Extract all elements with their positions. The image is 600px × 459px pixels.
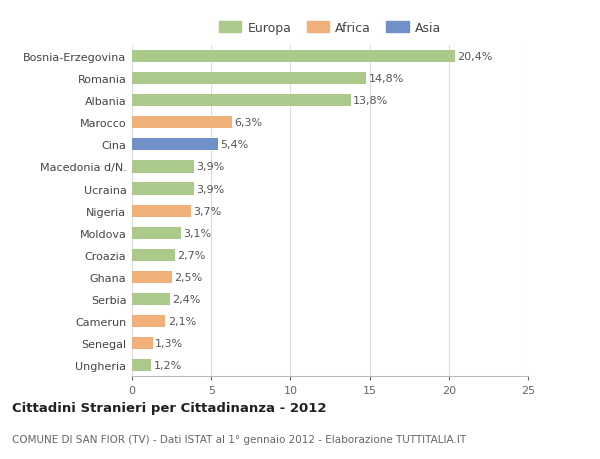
Bar: [132, 139, 218, 151]
Text: 2,7%: 2,7%: [177, 250, 206, 260]
Text: 13,8%: 13,8%: [353, 96, 388, 106]
Text: 3,9%: 3,9%: [196, 162, 224, 172]
Text: 3,9%: 3,9%: [196, 184, 224, 194]
Text: 2,1%: 2,1%: [167, 316, 196, 326]
Text: 20,4%: 20,4%: [458, 52, 493, 62]
Bar: [132, 161, 194, 173]
Text: Cittadini Stranieri per Cittadinanza - 2012: Cittadini Stranieri per Cittadinanza - 2…: [12, 401, 326, 414]
Bar: [132, 293, 170, 305]
Bar: [132, 205, 191, 217]
Text: 2,5%: 2,5%: [174, 272, 202, 282]
Bar: [132, 117, 232, 129]
Text: 1,3%: 1,3%: [155, 338, 183, 348]
Bar: [132, 95, 350, 107]
Bar: [132, 337, 152, 349]
Text: 1,2%: 1,2%: [154, 360, 182, 370]
Bar: [132, 359, 151, 371]
Text: 2,4%: 2,4%: [172, 294, 201, 304]
Bar: [132, 249, 175, 261]
Bar: [132, 183, 194, 195]
Legend: Europa, Africa, Asia: Europa, Africa, Asia: [217, 19, 443, 37]
Text: 3,1%: 3,1%: [184, 228, 212, 238]
Text: 14,8%: 14,8%: [369, 74, 404, 84]
Bar: [132, 315, 165, 327]
Text: 3,7%: 3,7%: [193, 206, 221, 216]
Text: 6,3%: 6,3%: [234, 118, 262, 128]
Text: 5,4%: 5,4%: [220, 140, 248, 150]
Bar: [132, 227, 181, 239]
Text: COMUNE DI SAN FIOR (TV) - Dati ISTAT al 1° gennaio 2012 - Elaborazione TUTTITALI: COMUNE DI SAN FIOR (TV) - Dati ISTAT al …: [12, 434, 466, 443]
Bar: [132, 271, 172, 283]
Bar: [132, 51, 455, 63]
Bar: [132, 73, 367, 85]
